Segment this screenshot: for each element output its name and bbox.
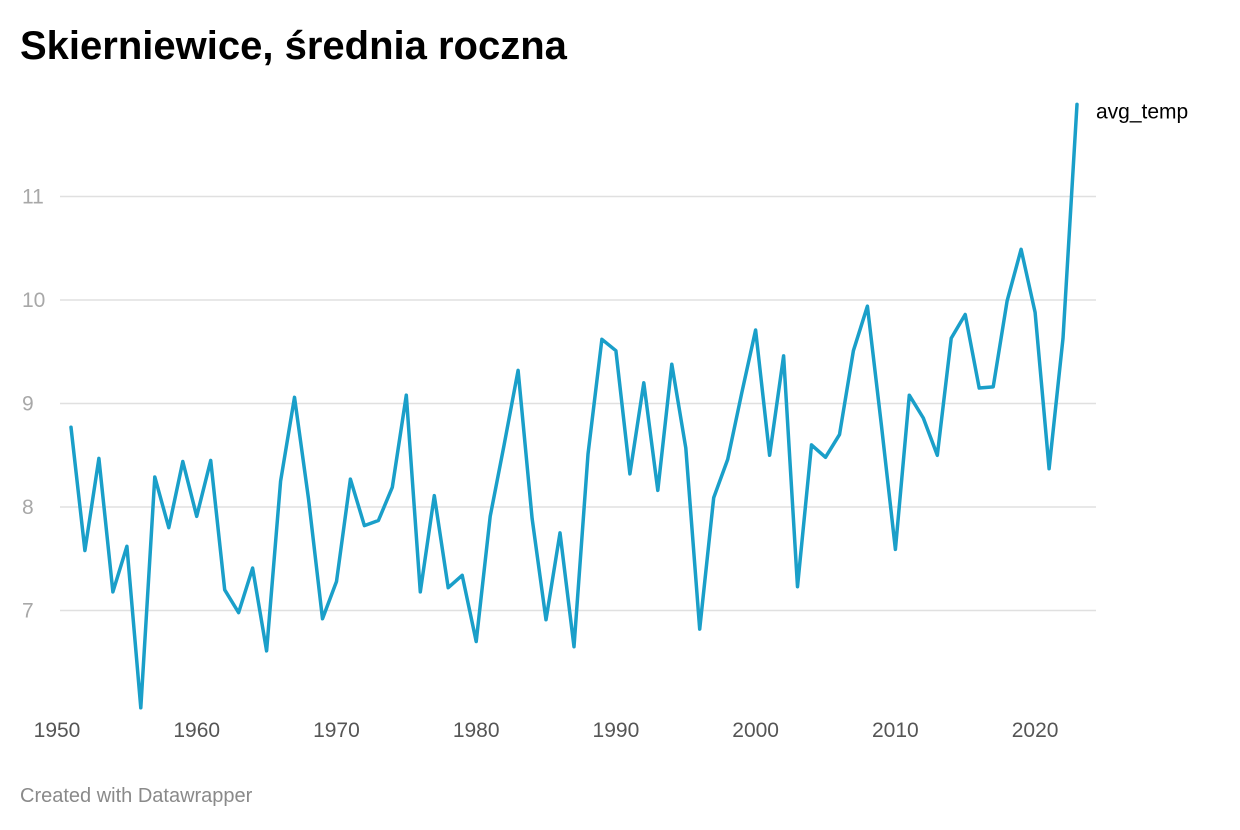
y-tick-label: 8 (22, 496, 34, 519)
footer-credit: Created with Datawrapper (20, 785, 253, 807)
x-tick-label: 2010 (872, 719, 919, 742)
x-tick-label: 1960 (173, 719, 220, 742)
x-tick-label: 2000 (732, 719, 779, 742)
y-tick-label: 9 (22, 393, 34, 416)
y-tick-label: 11 (22, 186, 44, 209)
series-labels: avg_temp (1096, 100, 1188, 123)
x-tick-label: 1970 (313, 719, 360, 742)
gridlines (60, 195, 1096, 612)
x-tick-label: 1990 (593, 719, 640, 742)
x-tick-label: 1980 (453, 719, 500, 742)
y-tick-label: 7 (22, 600, 34, 623)
series-lines (69, 102, 1079, 710)
series-label: avg_temp (1096, 100, 1188, 123)
series-line-avg_temp (69, 102, 1079, 710)
x-tick-label: 2020 (1012, 719, 1059, 742)
chart-title: Skierniewice, średnia roczna (20, 24, 567, 68)
y-tick-label: 10 (22, 289, 45, 312)
y-axis-ticks: 7 8 9 10 11 (22, 186, 45, 623)
x-axis-ticks: 1950 1960 1970 1980 1990 2000 2010 2020 (34, 719, 1059, 742)
x-tick-label: 1950 (34, 719, 81, 742)
